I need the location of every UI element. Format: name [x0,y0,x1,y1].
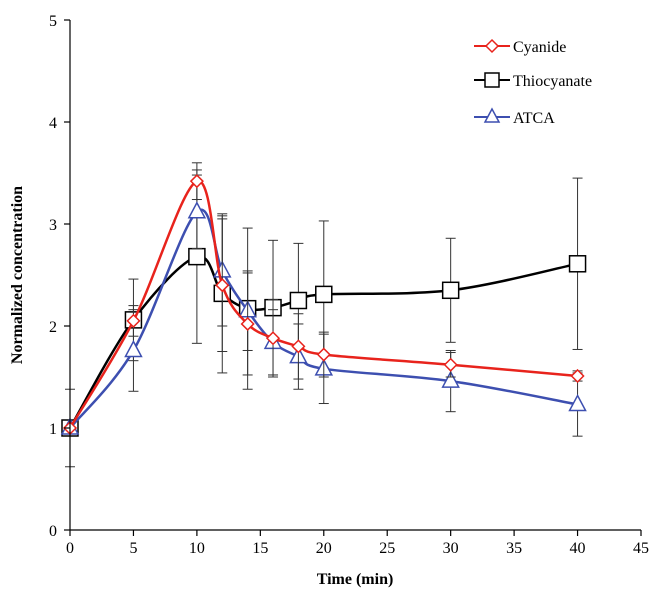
x-tick-label: 0 [66,540,74,557]
y-tick-label: 1 [49,421,57,438]
x-tick-label: 45 [633,540,649,557]
data-point-cyanide [443,357,458,372]
legend-label-thiocyanate: Thiocyanate [513,73,592,90]
x-tick-label: 5 [129,540,137,557]
data-point-cyanide [291,339,306,354]
axes [69,20,641,531]
legend-label-atca: ATCA [513,110,555,127]
data-point-cyanide [126,313,141,328]
series-line-thiocyanate [68,255,578,429]
y-tick-label: 4 [49,115,57,132]
x-tick-label: 30 [443,540,459,557]
y-tick-label: 3 [49,217,57,234]
data-point-cyanide [215,278,230,293]
data-point-thiocyanate [289,291,308,310]
series-line-cyanide [68,179,578,429]
legend-marker-thiocyanate [484,72,500,88]
legend-item: Thiocyanate [474,72,592,90]
x-tick-label: 15 [252,540,268,557]
data-point-cyanide [240,316,255,332]
data-point-thiocyanate [441,281,460,300]
x-axis-title: Time (min) [317,571,394,588]
series-cyanide [62,162,585,468]
series-line-atca [69,208,578,429]
legend-marker-atca [483,107,501,123]
data-point-cyanide [265,331,281,346]
data-point-thiocyanate [568,255,587,273]
x-ticks: 0 5 10 15 20 25 30 35 40 45 [66,530,649,557]
x-tick-label: 35 [506,540,522,557]
data-point-thiocyanate [188,247,206,266]
y-ticks: 0 1 2 3 4 5 [49,13,70,540]
legend-label-cyanide: Cyanide [513,39,566,56]
x-tick-label: 10 [189,540,205,557]
legend-item: ATCA [474,107,555,127]
legend-item: Cyanide [474,38,566,56]
data-point-thiocyanate [315,285,333,304]
y-tick-label: 0 [49,523,57,540]
y-tick-label: 2 [49,319,57,336]
data-point-atca [441,370,460,388]
data-point-cyanide [189,174,204,189]
y-axis-title: Normalized concentration [9,186,26,364]
y-tick-label: 5 [49,13,57,30]
legend-marker-cyanide [484,38,500,54]
x-tick-label: 40 [570,540,586,557]
plot-area [60,162,587,468]
data-point-cyanide [316,347,331,362]
data-point-atca [187,201,207,219]
legend: Cyanide Thiocyanate ATCA [474,38,592,127]
data-point-atca [124,339,143,358]
data-point-atca [568,393,587,412]
x-tick-label: 20 [316,540,332,557]
x-tick-label: 25 [379,540,395,557]
data-point-cyanide [570,368,585,384]
